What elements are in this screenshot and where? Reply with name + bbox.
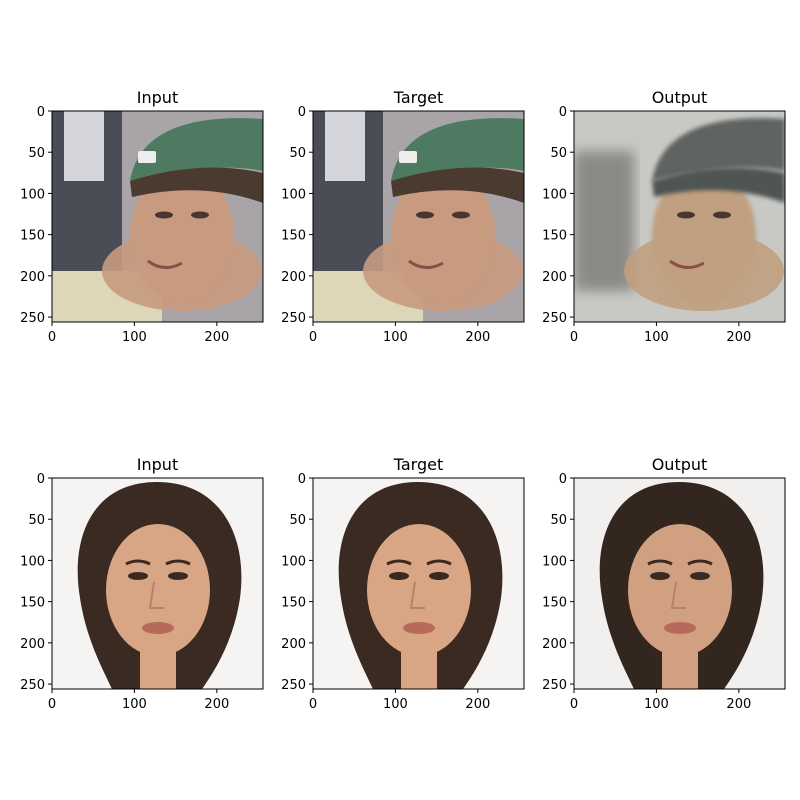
lips <box>664 622 696 634</box>
x-tick-label: 200 <box>465 697 490 712</box>
panel-title: Output <box>652 88 708 107</box>
y-tick-label: 50 <box>289 513 306 528</box>
eye-right <box>168 572 188 580</box>
x-tick-label: 0 <box>570 330 578 345</box>
y-tick-label: 0 <box>298 472 306 487</box>
face-photo <box>52 111 263 322</box>
y-tick-label: 200 <box>281 637 306 652</box>
eye-left <box>155 212 173 219</box>
eye-right <box>713 212 731 219</box>
background-window <box>64 111 104 181</box>
y-tick-label: 0 <box>559 105 567 120</box>
face-photo <box>52 478 263 689</box>
y-tick-label: 150 <box>542 596 567 611</box>
x-tick-label: 100 <box>383 697 408 712</box>
y-tick-label: 50 <box>28 146 45 161</box>
panel-target-row-2: Target 0 100 200 0 50 100 150 200 250 <box>281 455 524 712</box>
x-tick-label: 200 <box>726 330 751 345</box>
x-tick-label: 100 <box>122 330 147 345</box>
panel-title: Input <box>137 88 178 107</box>
x-tick-label: 0 <box>48 330 56 345</box>
eye-right <box>429 572 449 580</box>
panel-title: Input <box>137 455 178 474</box>
x-tick-label: 200 <box>726 697 751 712</box>
cap-logo <box>399 151 417 163</box>
x-tick-label: 200 <box>465 330 490 345</box>
panel-input-row-1: Input 0 100 200 0 50 100 150 200 250 <box>20 88 263 345</box>
x-tick-label: 100 <box>383 330 408 345</box>
y-tick-label: 250 <box>542 311 567 326</box>
panel-output-row-2: Output 0 100 200 0 50 100 150 200 250 <box>542 455 785 712</box>
face <box>367 524 471 656</box>
eye-left <box>677 212 695 219</box>
y-tick-label: 100 <box>281 187 306 202</box>
y-tick-label: 250 <box>281 678 306 693</box>
y-tick-label: 0 <box>298 105 306 120</box>
eye-right <box>452 212 470 219</box>
x-tick-label: 100 <box>122 697 147 712</box>
background-window <box>325 111 365 181</box>
y-tick-label: 250 <box>20 678 45 693</box>
y-tick-label: 50 <box>550 513 567 528</box>
y-tick-label: 150 <box>281 229 306 244</box>
x-tick-label: 100 <box>644 697 669 712</box>
y-tick-label: 200 <box>542 270 567 285</box>
panel-input-row-2: Input 0 100 200 0 50 100 150 200 250 <box>20 455 263 712</box>
face-photo <box>313 111 524 322</box>
y-tick-label: 200 <box>281 270 306 285</box>
face <box>628 524 732 656</box>
y-tick-label: 150 <box>20 596 45 611</box>
panel-title: Target <box>393 88 444 107</box>
face <box>106 524 210 656</box>
face-photo <box>574 111 785 322</box>
y-tick-label: 250 <box>542 678 567 693</box>
y-tick-label: 50 <box>289 146 306 161</box>
y-tick-label: 150 <box>542 229 567 244</box>
y-tick-label: 0 <box>559 472 567 487</box>
x-tick-label: 0 <box>309 330 317 345</box>
y-tick-label: 150 <box>20 229 45 244</box>
y-tick-label: 250 <box>281 311 306 326</box>
x-tick-label: 200 <box>204 330 229 345</box>
y-tick-label: 200 <box>20 270 45 285</box>
y-tick-label: 100 <box>542 554 567 569</box>
y-tick-label: 250 <box>20 311 45 326</box>
eye-left <box>650 572 670 580</box>
panel-title: Output <box>652 455 708 474</box>
y-tick-label: 0 <box>37 472 45 487</box>
x-tick-label: 100 <box>644 330 669 345</box>
eye-right <box>191 212 209 219</box>
eye-right <box>690 572 710 580</box>
y-tick-label: 100 <box>542 187 567 202</box>
panel-target-row-1: Target 0 100 200 0 50 100 150 200 250 <box>281 88 524 345</box>
face-photo <box>574 478 785 689</box>
x-tick-label: 0 <box>48 697 56 712</box>
y-tick-label: 100 <box>281 554 306 569</box>
x-tick-label: 200 <box>204 697 229 712</box>
lips <box>142 622 174 634</box>
y-tick-label: 200 <box>20 637 45 652</box>
face-photo <box>313 478 524 689</box>
y-tick-label: 100 <box>20 554 45 569</box>
eye-left <box>389 572 409 580</box>
y-tick-label: 0 <box>37 105 45 120</box>
y-tick-label: 150 <box>281 596 306 611</box>
y-tick-label: 50 <box>28 513 45 528</box>
panel-title: Target <box>393 455 444 474</box>
x-tick-label: 0 <box>570 697 578 712</box>
y-tick-label: 100 <box>20 187 45 202</box>
cap-logo <box>138 151 156 163</box>
panel-output-row-1: Output 0 100 200 0 50 100 150 200 250 <box>542 88 785 345</box>
y-tick-label: 50 <box>550 146 567 161</box>
x-tick-label: 0 <box>309 697 317 712</box>
lips <box>403 622 435 634</box>
eye-left <box>416 212 434 219</box>
y-tick-label: 200 <box>542 637 567 652</box>
eye-left <box>128 572 148 580</box>
